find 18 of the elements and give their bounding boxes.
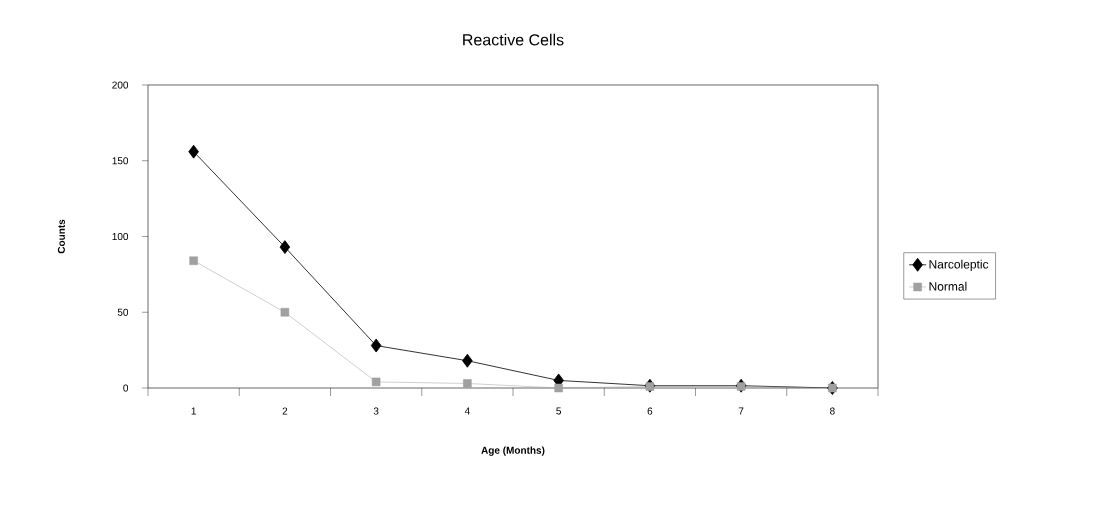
- legend-label: Narcoleptic: [929, 259, 989, 271]
- x-tick-label: 8: [830, 407, 835, 415]
- chart-title: Reactive Cells: [463, 33, 564, 46]
- x-tick-label: 1: [191, 407, 196, 415]
- x-tick-label: 5: [556, 407, 561, 415]
- x-tick-label: 3: [373, 407, 379, 415]
- y-tick-label: 0: [123, 384, 129, 392]
- y-tick-label: 150: [112, 157, 129, 165]
- y-tick-label: 200: [112, 81, 129, 89]
- y-axis-title: Counts: [57, 219, 65, 254]
- x-tick-label: 6: [647, 407, 653, 415]
- y-tick-label: 100: [112, 232, 129, 241]
- y-tick-label: 50: [117, 308, 129, 316]
- x-tick-label: 7: [738, 407, 744, 415]
- legend-label: Normal: [929, 281, 967, 291]
- x-tick-label: 4: [464, 407, 470, 415]
- x-axis-title: Age (Months): [481, 446, 545, 456]
- x-tick-label: 2: [282, 407, 288, 415]
